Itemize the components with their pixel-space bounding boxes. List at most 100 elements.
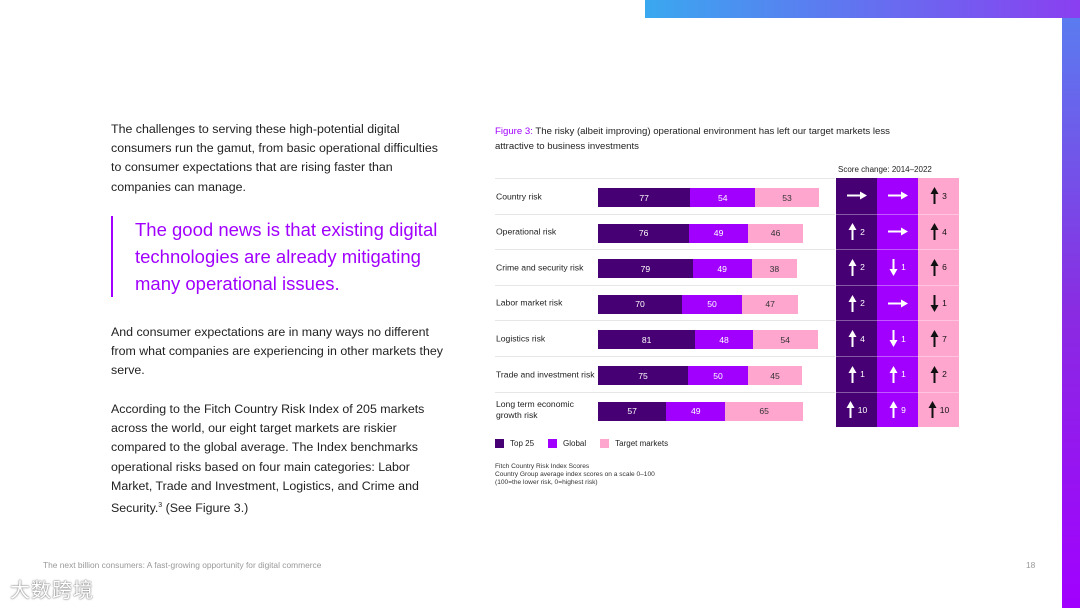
arrow-up-icon	[889, 401, 898, 419]
chart-row: Long term economic growth risk 57 49 65	[495, 391, 835, 428]
score-change-cell: 2	[836, 284, 877, 321]
row-label: Long term economic growth risk	[496, 399, 574, 421]
source-line: (100=the lower risk, 0=highest risk)	[495, 479, 598, 486]
chart-row: Trade and investment risk 75 50 45	[495, 356, 835, 392]
bar-segment-global: 50	[682, 294, 742, 314]
change-value: 1	[942, 298, 947, 309]
bar-segment-target-markets: 46	[747, 223, 804, 243]
footnote-ref: 3	[158, 502, 163, 510]
arrow-right-icon	[846, 191, 867, 200]
bar-segment-target-markets: 45	[748, 366, 802, 385]
legend: Top 25 Global Target markets	[495, 439, 668, 449]
score-change-cell: 7	[918, 320, 959, 356]
score-change-cell: 1	[836, 356, 877, 392]
change-value: 2	[942, 369, 947, 380]
row-label: Logistics risk	[496, 333, 546, 344]
row-label: Trade and investment risk	[496, 369, 595, 379]
change-value: 10	[939, 404, 950, 415]
score-change-cell: 2	[836, 213, 877, 250]
legend-label: Top 25	[510, 439, 535, 448]
change-value: 1	[860, 369, 865, 380]
bar-segment-top-25: 75	[598, 366, 688, 385]
arrow-down-icon	[930, 294, 939, 312]
legend-label: Global	[563, 439, 587, 448]
legend-swatch	[600, 439, 610, 449]
score-change-column: 1 1 1 9	[877, 178, 918, 427]
score-change-cell: 4	[918, 213, 959, 250]
change-value: 3	[942, 190, 947, 201]
arrow-up-icon	[889, 365, 898, 383]
arrow-up-icon	[930, 258, 939, 276]
chart-row: Labor market risk 70 50 47	[495, 284, 835, 321]
row-label: Operational risk	[496, 226, 557, 237]
stacked-bar: 76 49 46	[598, 223, 804, 243]
arrow-right-icon	[887, 227, 908, 236]
arrow-up-icon	[930, 223, 939, 241]
arrow-up-icon	[848, 294, 857, 312]
score-change-cell: 3	[918, 178, 959, 214]
watermark: 大数跨境	[10, 580, 94, 602]
chart-row: Operational risk 76 49 46	[495, 213, 835, 250]
stacked-bar: 77 54 53	[598, 188, 819, 207]
figure-caption-text: The risky (albeit improving) operational…	[495, 126, 890, 152]
arrow-right-icon	[887, 191, 908, 200]
chart-row: Logistics risk 81 48 54	[495, 320, 835, 356]
bar-segment-target-markets: 47	[742, 294, 799, 314]
arrow-up-icon	[930, 187, 939, 205]
p3-text: According to the Fitch Country Risk Inde…	[111, 402, 425, 516]
change-value: 1	[901, 333, 906, 344]
bar-segment-global: 49	[692, 259, 752, 279]
stacked-bar: 81 48 54	[598, 330, 818, 350]
change-value: 9	[901, 404, 906, 415]
arrow-up-icon	[848, 330, 857, 348]
bar-segment-top-25: 77	[598, 188, 691, 207]
bar-segment-top-25: 57	[598, 401, 667, 421]
bar-segment-target-markets: 53	[755, 188, 819, 207]
arrow-down-icon	[889, 258, 898, 276]
arrow-up-icon	[928, 401, 937, 419]
arrow-up-icon	[848, 365, 857, 383]
change-value: 4	[860, 333, 865, 344]
bar-segment-target-markets: 38	[751, 259, 798, 279]
change-value: 2	[860, 262, 865, 273]
legend-swatch	[495, 439, 504, 449]
change-value: 1	[901, 262, 906, 273]
side-gradient-bar	[1062, 18, 1080, 608]
score-change-cell: 1	[877, 249, 918, 285]
figure-label: Figure 3:	[495, 126, 533, 137]
stacked-bar: 57 49 65	[598, 401, 804, 421]
paragraph-2: And consumer expectations are in many wa…	[111, 325, 443, 378]
score-change-header: Score change: 2014–2022	[838, 165, 932, 174]
stacked-bar: 75 50 45	[598, 366, 802, 385]
bar-segment-global: 49	[689, 223, 748, 243]
arrow-down-icon	[889, 330, 898, 348]
legend-item: Global	[548, 439, 587, 449]
p3-end: (See Figure 3.)	[162, 501, 249, 516]
bar-segment-global: 50	[688, 366, 748, 385]
score-change-column: 3 4 6 1 7 2 10	[918, 178, 959, 427]
stacked-bar: 70 50 47	[598, 294, 799, 314]
score-change-cell: 1	[918, 284, 959, 321]
score-change-cell: 10	[836, 391, 877, 428]
change-value: 1	[901, 369, 906, 380]
score-change-cell: 1	[877, 356, 918, 392]
footer-title: The next billion consumers: A fast-growi…	[43, 560, 322, 570]
page-number: 18	[1026, 560, 1036, 570]
change-value: 7	[942, 333, 947, 344]
figure-caption: Figure 3: The risky (albeit improving) o…	[495, 124, 895, 154]
row-label: Crime and security risk	[496, 262, 584, 273]
arrow-right-icon	[887, 299, 908, 308]
intro-paragraph: The challenges to serving these high-pot…	[111, 122, 438, 194]
bar-segment-top-25: 81	[598, 330, 696, 350]
row-label: Country risk	[496, 191, 542, 201]
score-change-column: 2 2 2 4 1 10	[836, 178, 877, 427]
legend-item: Target markets	[600, 439, 668, 449]
score-change-cell	[877, 213, 918, 250]
stacked-bar: 79 49 38	[598, 259, 798, 279]
score-change-cell	[877, 178, 918, 214]
change-value: 2	[860, 298, 865, 309]
bar-segment-top-25: 76	[598, 223, 690, 243]
legend-item: Top 25	[495, 439, 535, 449]
bar-segment-top-25: 79	[598, 259, 693, 279]
arrow-up-icon	[930, 365, 939, 383]
